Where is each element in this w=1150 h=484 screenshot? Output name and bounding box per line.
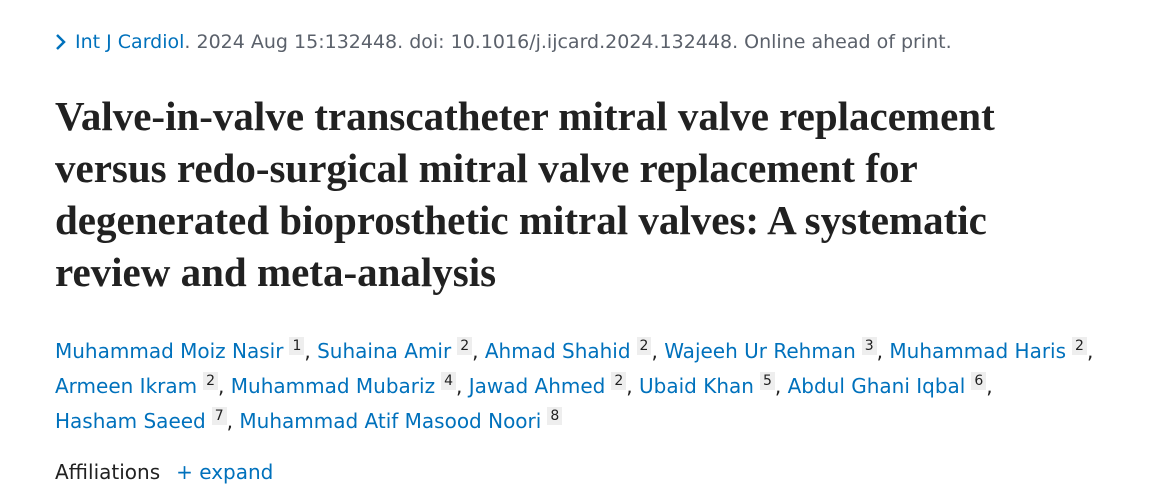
journal-link[interactable]: Int J Cardiol [75, 31, 185, 53]
page-body: Int J Cardiol. 2024 Aug 15:132448. doi: … [55, 31, 1105, 484]
affiliation-number[interactable]: 8 [547, 407, 563, 425]
author: Armeen Ikram 2, [55, 372, 225, 398]
author-name[interactable]: Abdul Ghani Iqbal [787, 374, 966, 398]
separator: , [304, 339, 311, 363]
author-name[interactable]: Muhammad Atif Masood Noori [239, 409, 542, 433]
affiliation-number[interactable]: 2 [203, 372, 219, 390]
separator: , [472, 339, 479, 363]
author-name[interactable]: Muhammad Moiz Nasir [55, 339, 284, 363]
author-name[interactable]: Suhaina Amir [317, 339, 452, 363]
affiliations: Affiliations + expand [55, 460, 273, 484]
author: Ubaid Khan 5, [639, 372, 782, 398]
affiliation-number[interactable]: 6 [971, 372, 987, 390]
affiliation-number[interactable]: 4 [441, 372, 456, 390]
author-name[interactable]: Hasham Saeed [55, 409, 206, 433]
affiliations-toggle[interactable]: + expand [176, 460, 274, 484]
author: Muhammad Mubariz 4, [230, 372, 463, 398]
author: Muhammad Moiz Nasir 1, [55, 337, 311, 363]
separator: , [774, 374, 782, 398]
affiliation-number[interactable]: 7 [211, 407, 227, 425]
author-name[interactable]: Wajeeh Ur Rehman [664, 339, 856, 363]
affiliation-number[interactable]: 5 [759, 372, 775, 390]
author-name[interactable]: Ahmad Shahid [484, 339, 631, 363]
author-list: Muhammad Moiz Nasir 1, Suhaina Amir 2, Ahm… [55, 334, 1105, 439]
author: Abdul Ghani Iqbal 6, [787, 372, 993, 398]
affiliation-number[interactable]: 2 [457, 337, 473, 355]
affiliation-number[interactable]: 1 [289, 337, 305, 355]
author-name[interactable]: Muhammad Haris [889, 339, 1067, 363]
toggle-text[interactable]: expand [199, 460, 274, 484]
separator: , [455, 374, 463, 398]
affiliation-number[interactable]: 2 [611, 372, 627, 390]
author: Ahmad Shahid 2, [484, 337, 658, 363]
page: Article {"citation": {"journal": "Int J … [55, 31, 1105, 484]
author: Hasham Saeed 7, [55, 407, 234, 433]
author-name[interactable]: Armeen Ikram [55, 374, 198, 398]
separator: , [226, 409, 234, 433]
affiliation-number[interactable]: 2 [636, 337, 652, 355]
separator: , [651, 339, 658, 363]
separator: , [986, 374, 993, 398]
citation-details: . 2024 Aug 15:132448. doi: 10.1016/j.ijc… [184, 31, 952, 53]
chevron-icon [56, 34, 66, 50]
author: Wajeeh Ur Rehman 3, [664, 337, 884, 363]
article-title: Valve-in-valve transcatheter mitral valv… [55, 93, 995, 295]
author-name[interactable]: Jawad Ahmed [468, 374, 606, 398]
separator: , [1086, 339, 1094, 363]
separator: , [218, 374, 225, 398]
author: Muhammad Atif Masood Noori 8 [239, 407, 563, 433]
author: Muhammad Haris 2, [889, 337, 1094, 363]
author-name[interactable]: Ubaid Khan [639, 374, 754, 398]
separator: , [626, 374, 633, 398]
separator: , [876, 339, 884, 363]
affiliations-label: Affiliations [55, 460, 161, 484]
author: Suhaina Amir 2, [317, 337, 479, 363]
affiliation-number[interactable]: 3 [861, 337, 877, 355]
author-name[interactable]: Muhammad Mubariz [230, 374, 436, 398]
affiliation-number[interactable]: 2 [1072, 337, 1087, 355]
citation: Int J Cardiol. 2024 Aug 15:132448. doi: … [55, 31, 952, 53]
author: Jawad Ahmed 2, [468, 372, 633, 398]
